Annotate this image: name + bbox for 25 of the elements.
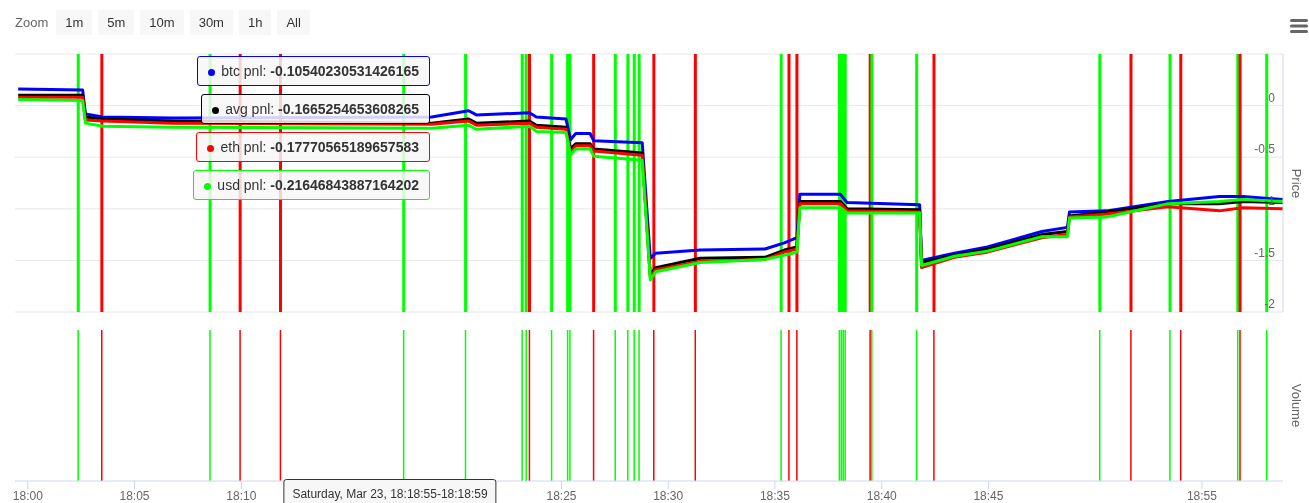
text: 1m: [56, 10, 93, 35]
annotation: avg pnl: -0.1665254653608265: [225, 101, 419, 117]
y-tick-label: -1: [1264, 194, 1276, 209]
x-tick-label: 18:40: [866, 488, 898, 503]
text: Saturday, Mar 23, 18:18:55-18:18:59: [283, 479, 497, 503]
text: 1h: [238, 10, 272, 35]
x-tick-label: 18:55: [1186, 488, 1218, 503]
y-tick-label: 0: [1268, 90, 1276, 105]
text: 30m: [189, 10, 233, 35]
text: 5m: [98, 10, 135, 35]
y-axis-title: Volume: [1289, 383, 1305, 428]
text: All: [277, 10, 310, 35]
x-tick-label: 18:00: [12, 488, 44, 503]
annotation: usd pnl: -0.21646843887164202: [217, 177, 419, 193]
x-tick-label: 18:10: [226, 488, 257, 503]
y-axis-title: Price: [1289, 168, 1305, 198]
x-tick-label: 18:35: [759, 488, 791, 503]
text: 10m: [140, 10, 184, 35]
x-tick-label: 18:25: [546, 488, 577, 503]
x-tick-label: 18:45: [973, 488, 1004, 503]
annotation: btc pnl: -0.10540230531426165: [221, 63, 419, 79]
annotation: eth pnl: -0.17770565189657583: [220, 139, 419, 155]
x-tick-label: 18:05: [119, 488, 150, 503]
x-tick-label: 18:30: [653, 488, 684, 503]
text: Zoom: [15, 15, 49, 30]
